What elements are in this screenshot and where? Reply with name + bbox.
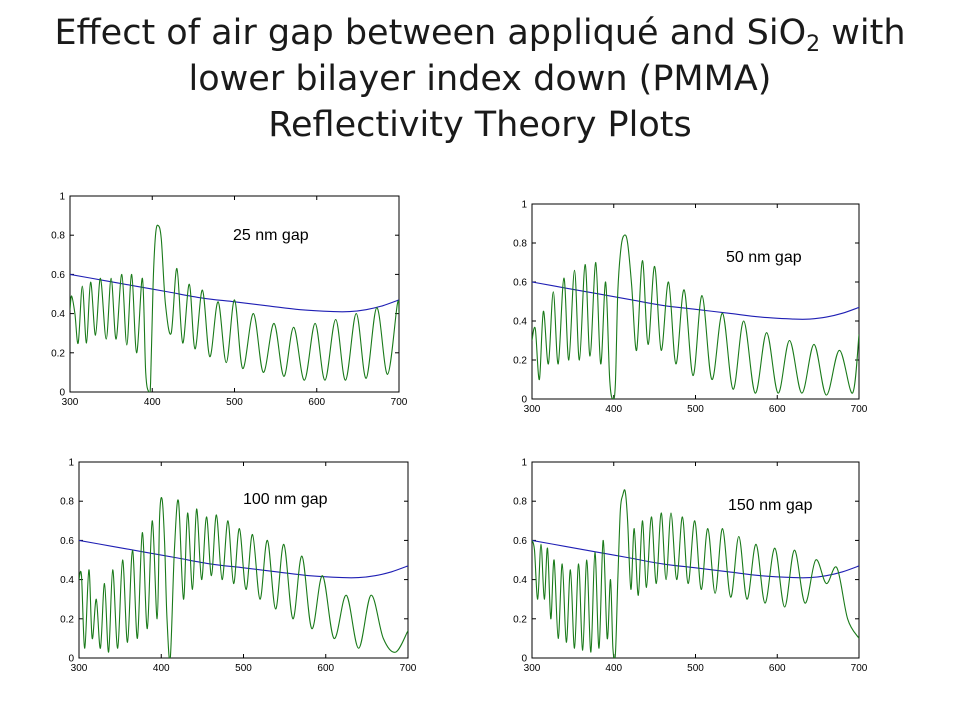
title-line-1-end: with: [820, 13, 906, 53]
x-tick-label: 300: [524, 663, 541, 674]
reflectivity-line: [532, 234, 859, 399]
x-tick-label: 600: [308, 397, 325, 408]
x-tick-label: 600: [769, 404, 786, 415]
title-line-1: Effect of air gap between appliqué and S…: [0, 10, 960, 56]
baseline-line: [532, 539, 859, 579]
x-tick-label: 400: [605, 404, 622, 415]
y-tick-label: 0: [521, 395, 527, 406]
y-tick-label: 0.6: [513, 278, 527, 289]
y-tick-label: 1: [68, 458, 74, 469]
x-tick-label: 300: [524, 404, 541, 415]
baseline-line: [70, 273, 399, 313]
y-tick-label: 1: [59, 192, 65, 203]
gap-annotation: 25 nm gap: [233, 227, 309, 244]
y-tick-label: 0.4: [51, 309, 65, 320]
x-tick-label: 300: [71, 663, 88, 674]
gap-annotation: 50 nm gap: [726, 249, 802, 266]
title-subscript: 2: [806, 32, 821, 57]
x-tick-label: 700: [391, 397, 408, 408]
reflectivity-line: [79, 496, 408, 658]
gap-annotation: 100 nm gap: [243, 491, 328, 508]
y-tick-label: 0.2: [60, 614, 74, 625]
x-tick-label: 600: [769, 663, 786, 674]
y-tick-label: 0: [521, 654, 527, 665]
x-tick-label: 400: [605, 663, 622, 674]
reflectivity-line: [70, 224, 399, 392]
x-tick-label: 400: [153, 663, 170, 674]
y-tick-label: 0: [68, 654, 74, 665]
y-tick-label: 0.2: [513, 614, 527, 625]
title-line-3: Reflectivity Theory Plots: [268, 105, 692, 145]
baseline-line: [79, 539, 408, 579]
y-tick-label: 0.6: [513, 536, 527, 547]
title-line-2: lower bilayer index down (PMMA): [188, 59, 772, 99]
x-tick-label: 700: [851, 404, 868, 415]
y-tick-label: 0.4: [513, 317, 527, 328]
x-tick-label: 700: [400, 663, 417, 674]
y-tick-label: 0.2: [513, 356, 527, 367]
x-tick-label: 600: [317, 663, 334, 674]
x-tick-label: 500: [235, 663, 252, 674]
x-tick-label: 500: [226, 397, 243, 408]
y-tick-label: 0.8: [51, 231, 65, 242]
x-tick-label: 400: [144, 397, 161, 408]
y-tick-label: 1: [521, 458, 527, 469]
reflectivity-line: [532, 489, 859, 658]
x-tick-label: 500: [687, 663, 704, 674]
y-tick-label: 0.6: [51, 270, 65, 281]
y-tick-label: 0.8: [513, 239, 527, 250]
y-tick-label: 0.4: [60, 575, 74, 586]
title-line-1-main: Effect of air gap between appliqué and S…: [54, 13, 807, 53]
y-tick-label: 1: [521, 200, 527, 211]
y-tick-label: 0.2: [51, 348, 65, 359]
x-tick-label: 500: [687, 404, 704, 415]
x-tick-label: 300: [62, 397, 79, 408]
y-tick-label: 0.8: [513, 497, 527, 508]
gap-annotation: 150 nm gap: [728, 497, 813, 514]
y-tick-label: 0.4: [513, 575, 527, 586]
slide-title: Effect of air gap between appliqué and S…: [0, 10, 960, 148]
x-tick-label: 700: [851, 663, 868, 674]
y-tick-label: 0: [59, 388, 65, 399]
y-tick-label: 0.6: [60, 536, 74, 547]
y-tick-label: 0.8: [60, 497, 74, 508]
